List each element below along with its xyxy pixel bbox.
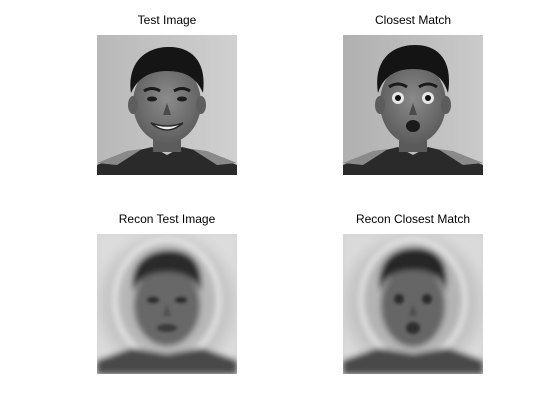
panel-title-closest-match: Closest Match xyxy=(374,13,452,27)
panel-title-test-image: Test Image xyxy=(137,13,197,27)
recon-test-image xyxy=(97,234,237,374)
closest-match-image xyxy=(343,35,483,175)
panel-title-recon-test-image: Recon Test Image xyxy=(118,212,216,226)
panel-title-recon-closest-match: Recon Closest Match xyxy=(355,212,471,226)
test-image xyxy=(97,35,237,175)
recon-closest-match-image xyxy=(343,234,483,374)
